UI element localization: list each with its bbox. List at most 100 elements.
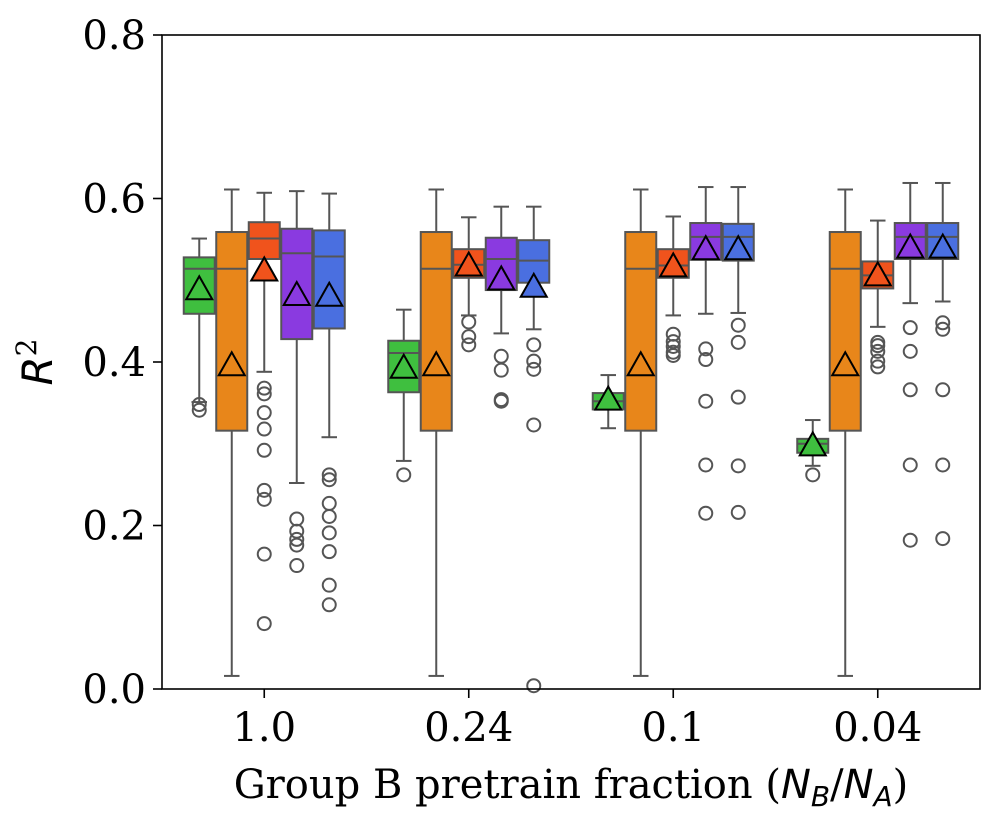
outlier-point — [870, 343, 886, 359]
outlier-point — [526, 361, 542, 377]
outlier-point — [805, 467, 821, 483]
outlier-point — [256, 616, 272, 632]
mean-marker — [486, 264, 516, 291]
outlier-point — [493, 362, 509, 378]
mean-marker — [454, 250, 484, 277]
outlier-point — [321, 525, 337, 541]
outlier-point — [461, 329, 477, 345]
outlier-point — [935, 457, 951, 473]
outlier-point — [665, 347, 681, 363]
outlier-point — [289, 511, 305, 527]
box-iqr — [247, 221, 281, 260]
mean-marker — [626, 350, 656, 377]
y-tick-label: 0.4 — [82, 340, 146, 386]
outlier-point — [935, 321, 951, 337]
outlier-point — [461, 314, 477, 330]
outlier-point — [321, 495, 337, 511]
mean-marker — [863, 260, 893, 287]
box-iqr — [312, 229, 346, 330]
outlier-point — [730, 317, 746, 333]
outlier-point — [256, 546, 272, 562]
outlier-point — [289, 537, 305, 553]
mean-marker — [723, 234, 753, 261]
outlier-point — [321, 577, 337, 593]
outlier-point — [698, 457, 714, 473]
mean-marker — [593, 384, 623, 411]
x-tick-label: 0.1 — [641, 705, 705, 751]
mean-marker — [798, 430, 828, 457]
box-iqr — [624, 231, 658, 432]
box-group — [182, 188, 346, 677]
x-tick-label: 0.24 — [424, 705, 513, 751]
outlier-point — [256, 405, 272, 421]
outlier-point — [935, 531, 951, 547]
mean-marker — [184, 274, 214, 301]
outlier-point — [321, 544, 337, 560]
outlier-point — [526, 417, 542, 433]
outlier-point — [730, 389, 746, 405]
outlier-point — [698, 352, 714, 368]
mean-marker — [249, 255, 279, 282]
mean-marker — [519, 271, 549, 298]
outlier-point — [902, 343, 918, 359]
boxes-layer — [182, 181, 960, 694]
box-group — [591, 186, 755, 677]
outlier-point — [321, 597, 337, 613]
mean-marker — [314, 280, 344, 307]
mean-marker — [282, 279, 312, 306]
mean-marker — [691, 234, 721, 261]
y-tick-label: 0.0 — [82, 667, 146, 713]
outlier-point — [526, 337, 542, 353]
mean-marker — [928, 232, 958, 259]
outlier-point — [665, 338, 681, 354]
outlier-point — [870, 359, 886, 375]
x-axis-label: Group B pretrain fraction (NB/NA) — [234, 762, 909, 813]
outlier-point — [191, 397, 207, 413]
outlier-point — [526, 353, 542, 369]
outlier-point — [698, 341, 714, 357]
outlier-point — [493, 348, 509, 364]
outlier-point — [698, 393, 714, 409]
outlier-point — [256, 482, 272, 498]
outlier-point — [902, 382, 918, 398]
outlier-point — [526, 678, 542, 694]
outlier-point — [698, 505, 714, 521]
box-iqr — [828, 231, 862, 432]
y-axis-label: R2 — [10, 338, 62, 385]
mean-marker — [421, 350, 451, 377]
box-iqr — [419, 231, 453, 432]
outlier-point — [493, 393, 509, 409]
outlier-point — [289, 558, 305, 574]
outlier-point — [935, 315, 951, 331]
outlier-point — [256, 386, 272, 402]
outlier-point — [935, 382, 951, 398]
outlier-point — [256, 380, 272, 396]
mean-marker — [389, 352, 419, 379]
x-tick-label: 0.04 — [833, 705, 922, 751]
outlier-point — [870, 338, 886, 354]
outlier-point — [321, 509, 337, 525]
y-tick-label: 0.6 — [82, 177, 146, 223]
outlier-point — [461, 337, 477, 353]
box-group — [796, 181, 960, 677]
outlier-point — [902, 320, 918, 336]
outlier-point — [870, 353, 886, 369]
box-iqr — [215, 231, 249, 432]
outlier-point — [256, 491, 272, 507]
outlier-point — [256, 421, 272, 437]
y-tick-label: 0.2 — [82, 504, 146, 550]
mean-marker — [217, 350, 247, 377]
y-ticks: 0.0 0.2 0.4 0.6 0.8 — [82, 13, 162, 713]
x-ticks: 1.0 0.24 0.1 0.04 — [232, 689, 922, 751]
outlier-point — [191, 402, 207, 418]
outlier-point — [902, 457, 918, 473]
mean-marker — [830, 350, 860, 377]
outlier-point — [321, 472, 337, 488]
outlier-point — [730, 458, 746, 474]
outlier-point — [256, 442, 272, 458]
outlier-point — [730, 334, 746, 350]
outlier-point — [902, 532, 918, 548]
outlier-point — [321, 467, 337, 483]
